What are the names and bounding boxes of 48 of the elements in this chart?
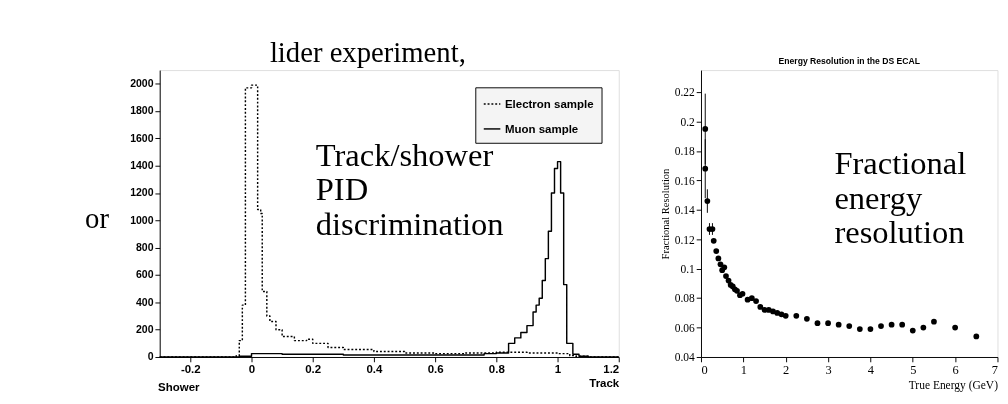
y-tick-label: 0.2 [680,115,696,128]
y-tick-label: 1200 [130,186,154,199]
y-tick-label: 0 [147,350,154,363]
y-tick-label: 0.08 [674,292,696,305]
text: Shower [158,381,201,394]
x-tick-label: 5 [910,362,917,377]
x-tick-label: 0.8 [488,362,506,375]
x-tick-label: 0 [701,362,708,377]
y-tick-label: 0.06 [674,321,696,334]
x-axis-title: True Energy (GeV) [908,379,999,393]
x-tick-label: 0.6 [427,362,444,375]
y-tick-label: 2000 [130,77,154,90]
chart-title: Energy Resolution in the DS ECAL [778,56,920,67]
x-tick-label: 1 [740,362,747,377]
legend-label: Electron sample [504,97,594,110]
x-tick-label: -0.2 [180,362,201,375]
x-tick-label: 2 [783,362,790,377]
y-axis-title: Fractional Resolution [659,167,671,260]
y-tick-label: 1600 [130,131,154,144]
legend-label: Muon sample [504,122,579,135]
y-tick-label: 0.1 [680,263,696,276]
y-tick-label: 0.18 [674,145,696,158]
text: lider experiment, [269,35,466,68]
x-axis-title: Track [589,377,620,390]
y-tick-label: 0.12 [674,233,696,246]
y-tick-label: 400 [135,295,154,308]
x-tick-label: 1 [554,362,562,375]
y-tick-label: 0.04 [674,351,696,364]
x-tick-label: 4 [867,362,875,377]
x-tick-label: 1.2 [603,362,620,375]
y-tick-label: 1800 [130,104,154,117]
y-tick-label: 0.22 [674,86,696,99]
x-tick-label: 0.2 [305,362,322,375]
y-tick-label: 1000 [130,213,154,226]
x-tick-label: 0 [248,362,256,375]
y-tick-label: 1400 [130,159,154,172]
y-tick-label: 600 [135,268,154,281]
x-tick-label: 6 [952,362,959,377]
annotation: Fractional energy resolution [834,145,967,251]
text: or [85,201,110,234]
y-tick-label: 800 [135,241,154,254]
y-tick-label: 200 [135,323,154,336]
x-tick-label: 3 [825,362,832,377]
y-tick-label: 0.16 [674,174,696,187]
annotation: Track/shower PID discrimination [315,136,504,242]
y-tick-label: 0.14 [674,204,696,217]
x-tick-label: 0.4 [366,362,383,375]
x-tick-label: 7 [991,362,998,377]
